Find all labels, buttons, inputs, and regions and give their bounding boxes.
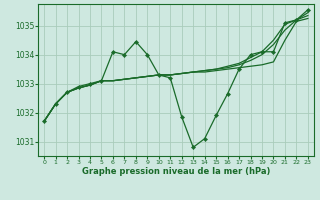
X-axis label: Graphe pression niveau de la mer (hPa): Graphe pression niveau de la mer (hPa) xyxy=(82,167,270,176)
